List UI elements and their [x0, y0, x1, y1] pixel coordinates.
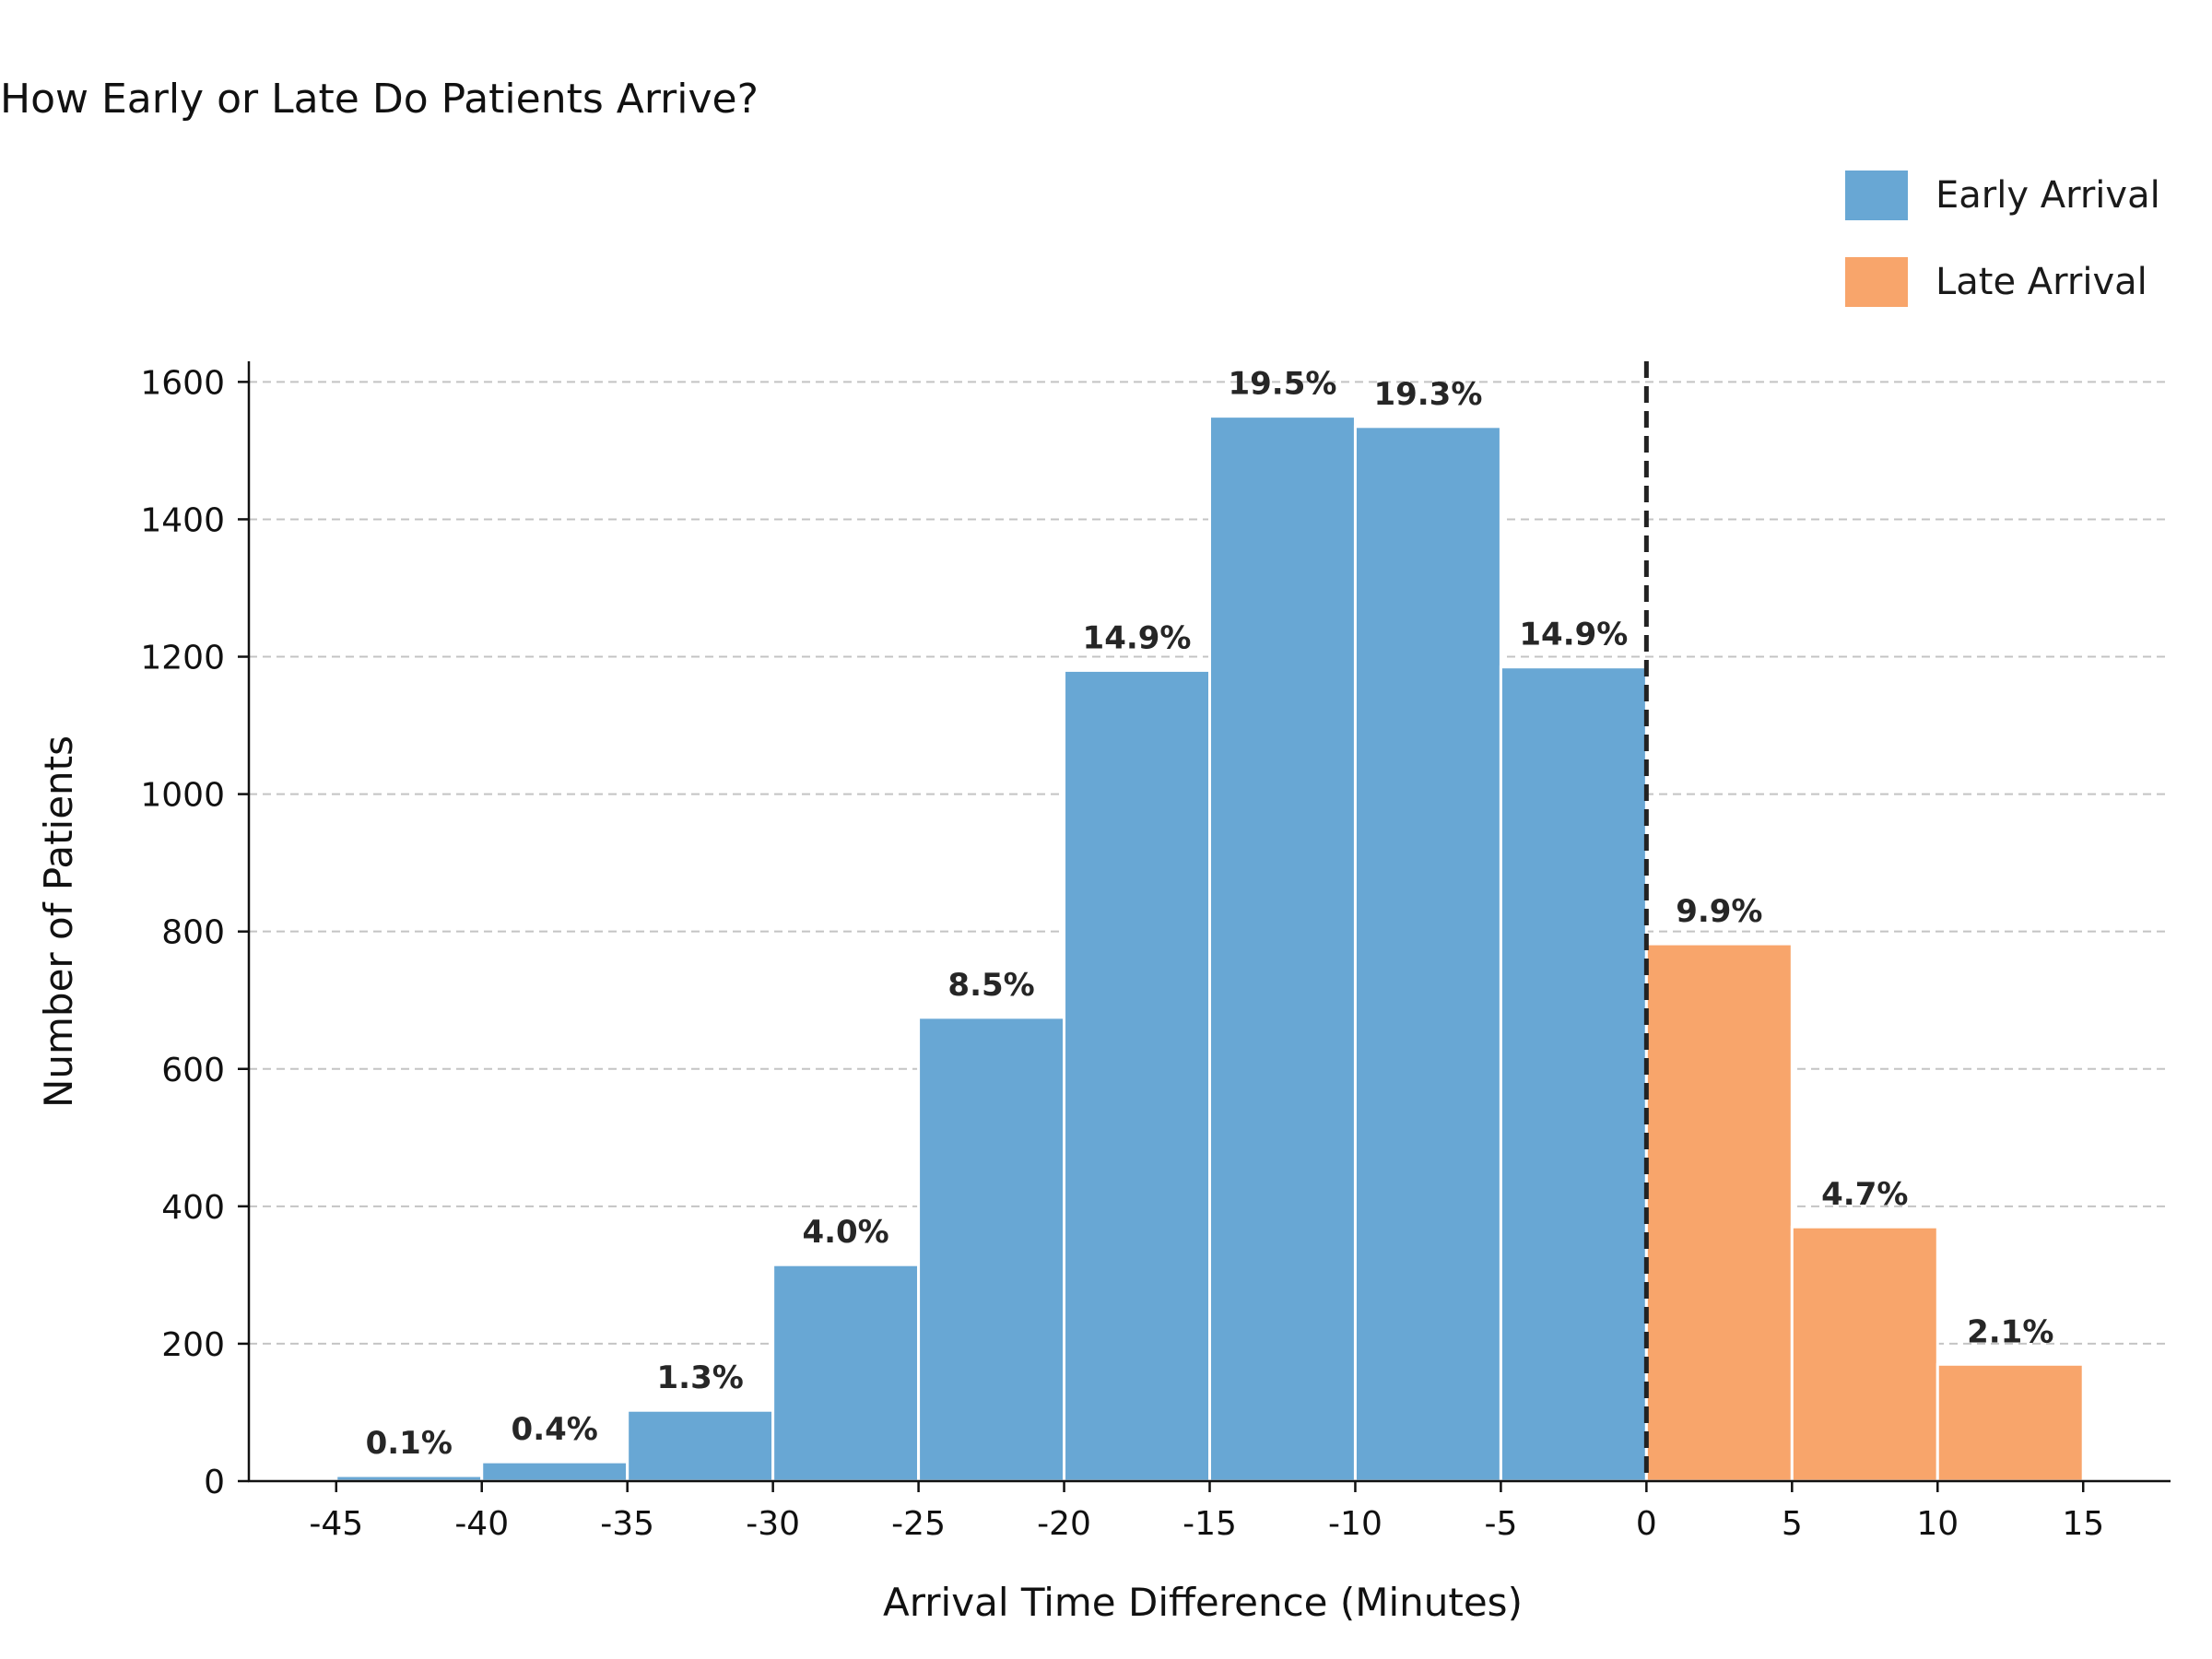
- legend: Early Arrival Late Arrival: [1845, 171, 2160, 307]
- x-axis-label: Arrival Time Difference (Minutes): [883, 1580, 1523, 1625]
- x-tick-label-1: -40: [454, 1505, 509, 1543]
- y-tick-label-3: 600: [161, 1052, 225, 1089]
- bar-late-2: [1936, 1362, 2085, 1483]
- data-label-early-7: 19.3%: [1373, 376, 1482, 413]
- bar-early-6: [1208, 415, 1357, 1483]
- x-tick-label-11: 10: [1916, 1505, 1959, 1543]
- bar-early-5: [1063, 668, 1211, 1483]
- bar-late-0: [1644, 942, 1794, 1483]
- data-label-early-0: 0.1%: [366, 1425, 453, 1462]
- y-tick-label-2: 400: [161, 1189, 225, 1227]
- legend-swatch-1: [1845, 257, 1908, 307]
- bar-early-1: [480, 1460, 629, 1483]
- data-label-early-4: 8.5%: [947, 967, 1034, 1004]
- legend-label-0: Early Arrival: [1936, 174, 2160, 217]
- y-axis-label: Number of Patients: [36, 735, 81, 1108]
- y-tick-label-7: 1400: [140, 501, 225, 539]
- data-label-early-6: 19.5%: [1228, 366, 1336, 403]
- legend-swatch-0: [1845, 171, 1908, 220]
- y-tick-label-6: 1200: [140, 640, 225, 677]
- y-axis-ticks: 0 200 400 600 800 1000 1200 1400 1600: [140, 364, 249, 1501]
- y-tick-label-5: 1000: [140, 777, 225, 815]
- data-labels: 0.1% 0.4% 1.3% 4.0% 8.5% 14.9% 19.5% 19.3% 14.9%…: [366, 366, 2054, 1462]
- data-label-early-8: 14.9%: [1519, 617, 1628, 653]
- x-tick-label-9: 0: [1636, 1505, 1657, 1543]
- x-tick-label-2: -35: [600, 1505, 654, 1543]
- x-tick-label-10: 5: [1782, 1505, 1803, 1543]
- data-label-late-1: 4.7%: [1821, 1176, 1908, 1213]
- bar-early-4: [917, 1016, 1066, 1483]
- legend-label-1: Late Arrival: [1936, 261, 2147, 303]
- data-label-early-1: 0.4%: [512, 1411, 598, 1448]
- data-label-late-2: 2.1%: [1967, 1313, 2053, 1350]
- bar-early-3: [771, 1263, 921, 1483]
- bar-late-1: [1790, 1225, 1939, 1483]
- bar-early-7: [1353, 425, 1502, 1483]
- data-label-early-3: 4.0%: [802, 1214, 888, 1251]
- chart-title: How Early or Late Do Patients Arrive?: [0, 76, 759, 123]
- x-tick-label-8: -5: [1484, 1505, 1517, 1543]
- bar-early-8: [1499, 665, 1648, 1483]
- x-tick-label-0: -45: [309, 1505, 363, 1543]
- data-label-late-0: 9.9%: [1676, 893, 1762, 930]
- x-tick-label-4: -25: [891, 1505, 946, 1543]
- x-tick-label-12: 15: [2062, 1505, 2104, 1543]
- y-tick-label-4: 800: [161, 914, 225, 952]
- x-tick-label-5: -20: [1037, 1505, 1091, 1543]
- x-tick-label-3: -30: [746, 1505, 800, 1543]
- bar-early-2: [626, 1408, 775, 1483]
- y-tick-label-1: 200: [161, 1326, 225, 1364]
- x-tick-label-6: -15: [1182, 1505, 1237, 1543]
- data-label-early-2: 1.3%: [657, 1359, 744, 1396]
- bars: [335, 415, 2085, 1483]
- data-label-early-5: 14.9%: [1083, 619, 1192, 656]
- y-tick-label-0: 0: [204, 1464, 225, 1501]
- y-tick-label-8: 1600: [140, 364, 225, 402]
- x-axis-ticks: -45 -40 -35 -30 -25 -20 -15 -10 -5 0 5 10 15: [309, 1481, 2104, 1543]
- x-tick-label-7: -10: [1328, 1505, 1382, 1543]
